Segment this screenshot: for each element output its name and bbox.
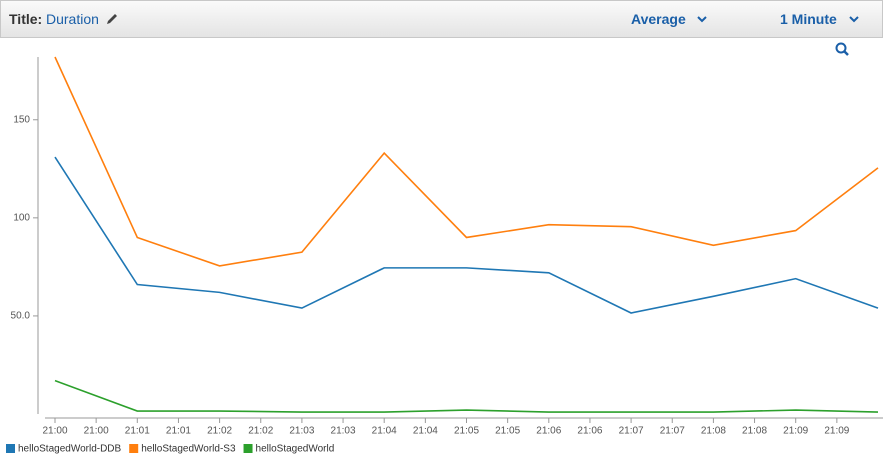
x-tick-label: 21:04	[372, 426, 397, 437]
x-tick-label: 21:09	[824, 426, 849, 437]
title-value[interactable]: Duration	[46, 11, 99, 27]
x-tick-label: 21:01	[125, 426, 150, 437]
series-line	[54, 379, 879, 413]
title-label: Title:	[9, 11, 43, 27]
legend-swatch	[6, 444, 15, 453]
edit-icon[interactable]	[105, 12, 119, 26]
series-line	[54, 56, 879, 267]
x-tick-label: 21:07	[660, 426, 685, 437]
x-tick-label: 21:03	[289, 426, 314, 437]
x-tick-label: 21:06	[536, 426, 561, 437]
x-tick-label: 21:05	[454, 426, 479, 437]
legend: helloStagedWorld-DDB helloStagedWorld-S3 h…	[6, 444, 334, 455]
x-tick-label: 21:08	[742, 426, 767, 437]
x-tick-label: 21:06	[577, 426, 602, 437]
x-tick-label: 21:02	[248, 426, 273, 437]
x-tick-label: 21:02	[207, 426, 232, 437]
zoom-icon[interactable]	[835, 42, 849, 56]
legend-label: helloStagedWorld	[256, 444, 335, 455]
chevron	[849, 16, 859, 23]
x-tick-label: 21:05	[495, 426, 520, 437]
y-tick-label: 150	[13, 114, 30, 125]
x-tick-label: 21:03	[331, 426, 356, 437]
x-tick-label: 21:00	[42, 426, 67, 437]
x-tick-label: 21:07	[619, 426, 644, 437]
legend-swatch	[129, 444, 139, 453]
header-bar: Title: Duration Average 1 Minute	[0, 0, 883, 38]
series-line	[54, 156, 879, 314]
legend-swatch	[243, 444, 253, 453]
x-tick-label: 21:04	[413, 426, 438, 437]
period-dropdown[interactable]: 1 Minute	[780, 11, 837, 27]
x-tick-label: 21:00	[84, 426, 109, 437]
legend-label: helloStagedWorld-DDB	[18, 444, 122, 455]
statistic-dropdown[interactable]: Average	[631, 11, 686, 27]
y-tick-label: 100	[13, 212, 30, 223]
x-tick-label: 21:01	[166, 426, 191, 437]
x-tick-label: 21:08	[701, 426, 726, 437]
y-tick-label: 50.0	[11, 311, 31, 322]
x-tick-label: 21:09	[783, 426, 808, 437]
legend-label: helloStagedWorld-S3	[141, 444, 236, 455]
chevron	[697, 16, 707, 23]
